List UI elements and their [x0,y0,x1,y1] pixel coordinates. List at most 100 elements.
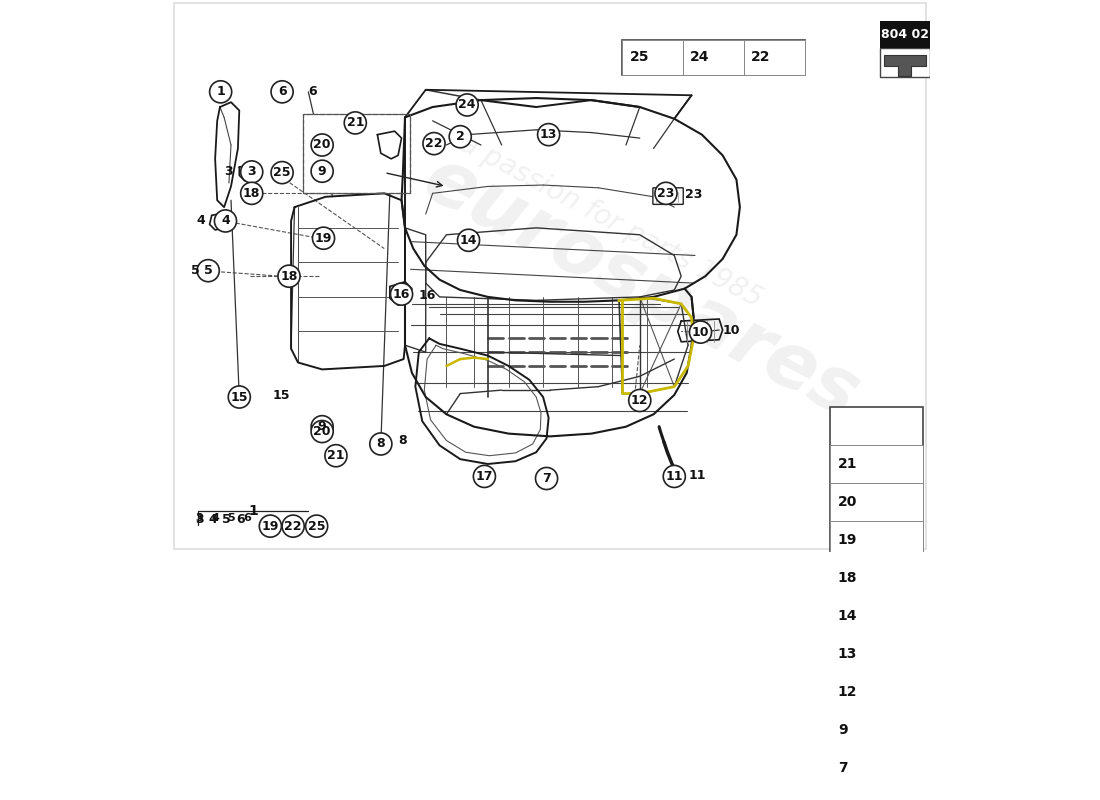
Text: 10: 10 [723,323,740,337]
Circle shape [241,182,263,204]
Circle shape [390,283,412,305]
Text: 4: 4 [221,214,230,227]
FancyBboxPatch shape [653,188,683,204]
Circle shape [629,390,651,411]
Text: 22: 22 [426,137,443,150]
Text: 21: 21 [327,450,344,462]
Bar [829,559,923,598]
Circle shape [324,445,346,466]
Text: 1: 1 [217,86,226,98]
Text: 25: 25 [273,166,290,179]
Text: 8: 8 [398,434,407,447]
Circle shape [260,515,282,537]
Bar [829,635,923,674]
Text: 5: 5 [204,264,212,277]
Text: 25: 25 [629,50,649,64]
Circle shape [311,160,333,182]
Circle shape [654,182,676,204]
Text: 17: 17 [475,470,493,483]
Text: 6: 6 [236,513,245,526]
Text: 5: 5 [222,513,231,526]
Circle shape [424,133,446,154]
Text: 18: 18 [243,187,261,200]
Text: 7: 7 [542,472,551,485]
Text: 19: 19 [262,520,279,533]
Circle shape [311,134,333,156]
Text: 22: 22 [751,50,770,64]
Bar [829,407,923,749]
Text: 20: 20 [838,495,857,510]
Bar [302,114,410,194]
Text: 16: 16 [419,289,437,302]
Circle shape [370,433,392,455]
Circle shape [538,123,560,146]
Text: 18: 18 [280,270,298,282]
Bar [744,40,805,74]
Text: 8: 8 [376,438,385,450]
Circle shape [197,260,219,282]
Text: 16: 16 [393,288,410,301]
Circle shape [282,515,305,537]
Bar [829,522,923,559]
Text: 1: 1 [249,504,258,518]
Bar [880,48,931,78]
Text: 19: 19 [315,232,332,245]
Circle shape [271,81,293,103]
Circle shape [663,466,685,487]
Text: 5: 5 [191,264,200,277]
Circle shape [473,466,495,487]
Text: 15: 15 [231,390,248,403]
Bar [623,40,683,74]
Bar [829,483,923,522]
Text: 24: 24 [690,50,710,64]
Text: 13: 13 [540,128,558,141]
Circle shape [449,126,471,148]
Text: 19: 19 [838,534,857,547]
Circle shape [271,162,293,184]
Circle shape [241,161,263,183]
Text: 11: 11 [689,469,705,482]
Text: 6: 6 [308,86,317,98]
Bar [880,21,931,48]
Text: 9: 9 [318,420,327,434]
Text: 12: 12 [838,685,857,699]
Text: 11: 11 [666,470,683,483]
Text: 25: 25 [308,520,326,533]
Text: 13: 13 [838,647,857,662]
Bar [829,711,923,749]
Bar [683,40,744,74]
Polygon shape [884,55,926,76]
Text: 21: 21 [346,117,364,130]
Bar [829,749,923,787]
Text: 4: 4 [209,513,218,526]
Bar [829,674,923,711]
Text: 20: 20 [314,425,331,438]
Text: 23: 23 [684,188,702,202]
Circle shape [214,210,236,232]
Text: 5: 5 [228,513,234,523]
Text: 15: 15 [273,389,290,402]
Circle shape [311,416,333,438]
Text: 4: 4 [211,513,219,523]
Bar [829,446,923,483]
Text: 9: 9 [318,165,327,178]
Circle shape [210,81,232,103]
Text: 14: 14 [838,610,857,623]
Text: 22: 22 [285,520,301,533]
Text: 7: 7 [838,761,848,775]
Text: 3: 3 [195,513,204,526]
Circle shape [312,227,334,250]
Text: 3: 3 [196,513,204,523]
Text: 24: 24 [459,98,476,111]
Circle shape [690,321,712,343]
Text: 2: 2 [455,130,464,143]
Text: 4: 4 [197,214,206,227]
Circle shape [228,386,251,408]
Text: 23: 23 [658,187,674,200]
Bar [829,598,923,635]
Text: 12: 12 [631,394,649,407]
Text: 18: 18 [838,571,857,586]
Text: 804 02: 804 02 [881,28,930,41]
Text: 3: 3 [224,165,233,178]
Text: 21: 21 [838,458,857,471]
